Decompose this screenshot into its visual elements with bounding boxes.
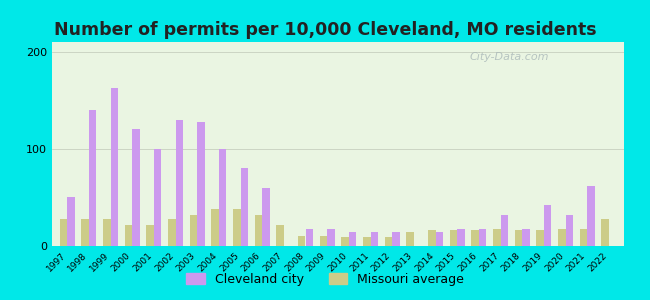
Bar: [450, 230, 457, 246]
Bar: [522, 229, 530, 246]
Bar: [566, 215, 573, 246]
Bar: [320, 236, 327, 246]
Bar: [428, 230, 436, 246]
Bar: [341, 237, 349, 246]
Bar: [558, 229, 566, 246]
Bar: [327, 229, 335, 246]
Bar: [536, 230, 544, 246]
Text: City-Data.com: City-Data.com: [469, 52, 549, 62]
Bar: [211, 209, 219, 246]
Bar: [240, 168, 248, 246]
Bar: [176, 120, 183, 246]
Bar: [457, 229, 465, 246]
Bar: [89, 110, 96, 246]
Bar: [81, 219, 89, 246]
Bar: [190, 215, 197, 246]
Bar: [255, 215, 262, 246]
Bar: [132, 129, 140, 246]
Bar: [276, 225, 284, 246]
Bar: [262, 188, 270, 246]
Bar: [67, 197, 75, 246]
Bar: [370, 232, 378, 246]
Bar: [406, 232, 414, 246]
Bar: [111, 88, 118, 246]
Bar: [471, 230, 479, 246]
Bar: [60, 219, 67, 246]
Bar: [363, 237, 370, 246]
Legend: Cleveland city, Missouri average: Cleveland city, Missouri average: [181, 268, 469, 291]
Bar: [587, 186, 595, 246]
Text: Number of permits per 10,000 Cleveland, MO residents: Number of permits per 10,000 Cleveland, …: [54, 21, 596, 39]
Bar: [544, 205, 551, 246]
Bar: [197, 122, 205, 246]
Bar: [146, 225, 154, 246]
Bar: [601, 219, 609, 246]
Bar: [298, 236, 305, 246]
Bar: [493, 229, 500, 246]
Bar: [154, 149, 161, 246]
Bar: [168, 219, 176, 246]
Bar: [436, 232, 443, 246]
Bar: [233, 209, 240, 246]
Bar: [500, 215, 508, 246]
Bar: [515, 230, 522, 246]
Bar: [125, 225, 132, 246]
Bar: [580, 229, 587, 246]
Bar: [103, 219, 111, 246]
Bar: [306, 229, 313, 246]
Bar: [219, 149, 226, 246]
Bar: [385, 237, 392, 246]
Bar: [392, 232, 400, 246]
Bar: [479, 229, 486, 246]
Bar: [349, 232, 356, 246]
